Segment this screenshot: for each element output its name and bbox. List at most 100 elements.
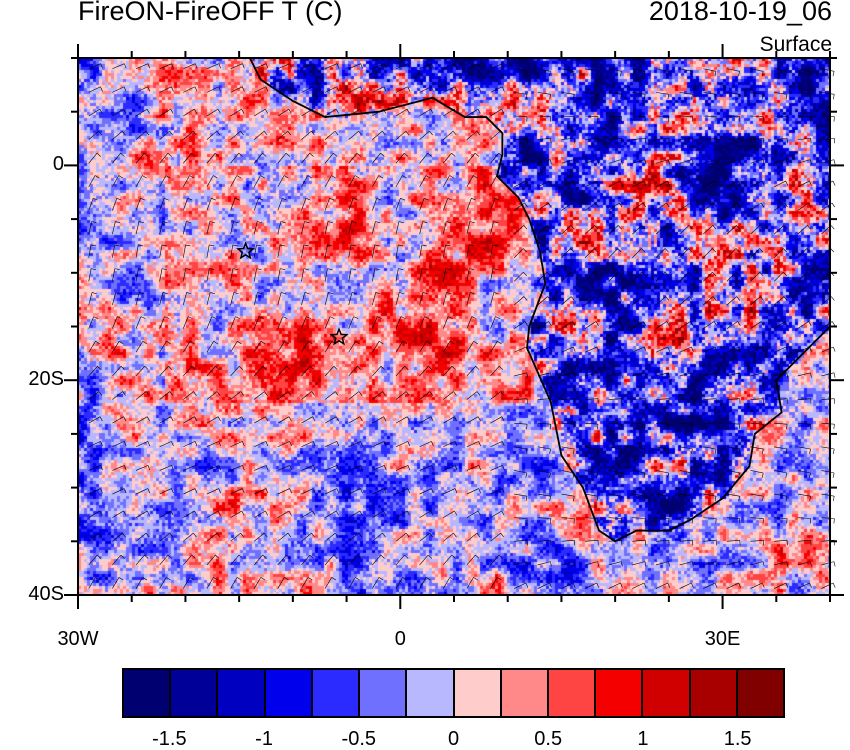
wind-barb-flag [786,424,788,430]
colorbar-label: -0.5 [341,728,377,750]
wind-barb [135,510,148,518]
wind-barb [230,153,240,164]
wind-barb [230,341,238,353]
wind-barb [774,68,787,72]
wind-barb [632,539,646,542]
wind-barb [88,198,94,211]
wind-barb [88,130,99,140]
wind-barb-flag [380,366,385,370]
wind-barb [655,582,668,589]
wind-barb [561,68,575,72]
wind-barb [230,268,234,282]
wind-barb [797,137,811,140]
wind-barb-flag [171,86,174,92]
wind-barb [466,316,473,329]
wind-barb-flag [194,488,198,494]
wind-barb [726,137,740,140]
wind-barb-flag [120,366,125,370]
wind-barb [324,577,332,589]
wind-barb [821,493,835,497]
wind-barb [277,366,287,377]
wind-barb [703,493,717,497]
wind-barb-flag [806,248,811,253]
wind-barb [655,446,669,450]
wind-barb-flag [98,391,103,396]
wind-barb-flag [454,416,458,422]
wind-barb [395,488,408,495]
wind-barb [632,446,646,450]
wind-barb-flag [573,496,575,502]
wind-barb [679,202,691,211]
wind-barb-flag [454,510,458,516]
wind-barb [703,159,716,164]
wind-barb [797,470,811,474]
wind-barb-flag [383,510,387,516]
wind-barb-flag [213,577,218,581]
wind-barb [419,465,432,471]
wind-barb [442,316,449,329]
wind-barb [797,68,811,72]
wind-barb-flag [471,316,477,319]
wind-barb [324,465,338,471]
wind-barb [277,268,281,282]
wind-barb [490,532,501,542]
wind-barb [655,493,669,497]
wind-barb [183,130,194,140]
wind-barb [750,582,763,589]
wind-barb [585,539,599,542]
wind-barb [608,517,622,519]
wind-barb [419,416,432,424]
wind-barb [135,175,143,188]
wind-barb [183,108,195,117]
wind-barb [254,510,266,518]
wind-barb-flag [523,271,527,277]
wind-barb-flag [736,225,740,230]
wind-barb-flag [218,86,221,92]
wind-barb [490,198,496,211]
wind-barb-flag [524,202,528,208]
wind-barb [112,63,125,70]
wind-barb [135,244,139,258]
wind-barb-flag [831,321,836,326]
wind-barb [348,341,356,353]
wind-barb-flag [142,175,147,179]
wind-barb-flag [761,180,765,186]
wind-barb [230,63,243,70]
wind-barb-flag [759,271,764,277]
wind-barb [324,532,336,542]
wind-barb [348,153,358,164]
wind-barb-flag [738,94,741,100]
wind-barb-flag [714,71,717,77]
wind-barb [230,198,236,211]
wind-barb-flag [138,244,144,247]
wind-barb-flag [189,577,195,581]
wind-barb-flag [594,225,599,230]
wind-barb-flag [546,248,551,253]
plot-title: FireON-FireOFF T (C) [78,0,343,26]
wind-barb-flag [643,346,647,352]
wind-barb [301,198,307,211]
wind-barb-flag [123,86,127,92]
wind-barb [253,341,262,353]
wind-barb [679,346,692,353]
wind-barb [703,517,717,519]
wind-barb [301,554,311,566]
wind-barb [537,422,551,425]
wind-barb [797,271,808,282]
wind-barb-flag [809,94,811,100]
wind-barb-flag [122,532,126,538]
wind-barb [797,202,809,211]
wind-barb-flag [809,448,811,454]
wind-barb [277,532,289,542]
wind-barb-flag [620,496,622,502]
wind-barb [159,244,163,258]
wind-barb-flag [240,131,244,136]
wind-barb [608,271,619,282]
wind-barb [88,391,100,400]
wind-barb [679,68,693,72]
wind-barb-flag [478,465,481,471]
wind-barb [419,86,432,93]
wind-barb [372,268,376,282]
wind-barb [679,159,693,164]
wind-barb [774,422,788,425]
